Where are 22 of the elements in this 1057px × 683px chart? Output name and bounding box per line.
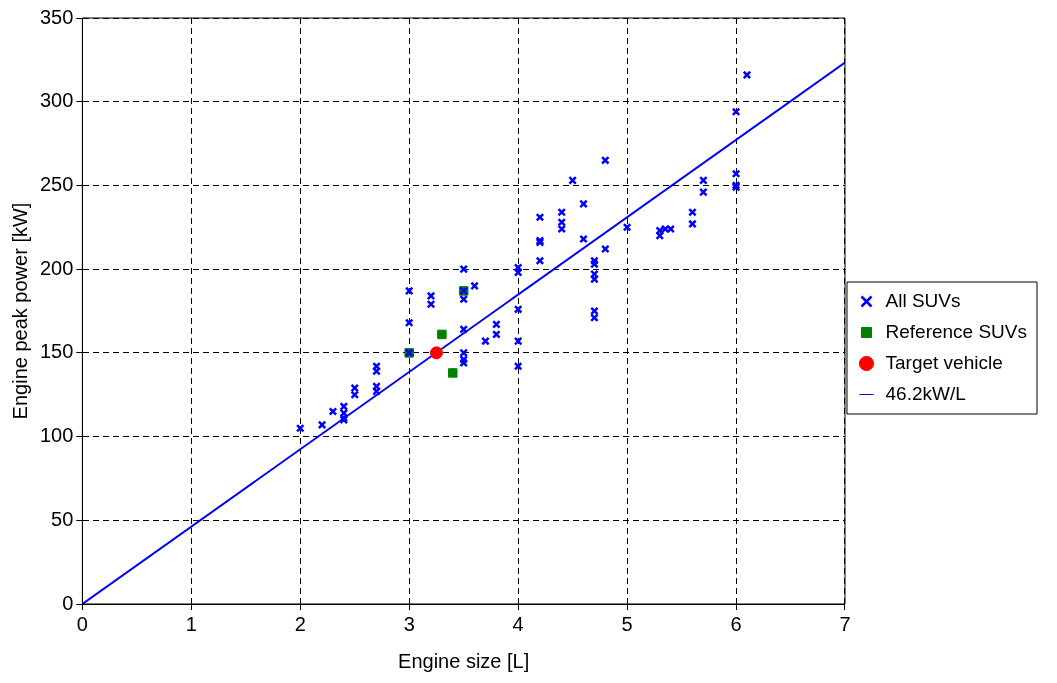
legend-label: All SUVs [885,289,961,311]
x-tick-label: 2 [294,612,306,635]
legend-label: Reference SUVs [885,320,1028,342]
x-tick-label: 5 [621,612,633,635]
legend-label: 46.2kW/L [885,382,966,404]
y-tick-label: 350 [39,5,74,28]
x-tick-label: 0 [76,612,88,635]
y-tick-label: 200 [39,256,74,279]
y-axis-title: Engine peak power [kW] [8,202,31,420]
x-tick-label: 3 [403,612,415,635]
legend-label: Target vehicle [885,351,1003,373]
x-tick-label: 6 [730,612,742,635]
x-tick-label: 7 [839,612,851,635]
y-tick-label: 100 [39,424,74,447]
y-tick-label: 150 [39,340,74,363]
y-tick-label: 250 [39,172,74,195]
x-tick-label: 4 [512,612,524,635]
x-tick-label: 1 [185,612,197,635]
y-tick-label: 300 [39,89,74,112]
y-tick-label: 50 [51,507,74,530]
x-axis-title: Engine size [L] [398,649,530,672]
y-tick-label: 0 [62,591,74,614]
